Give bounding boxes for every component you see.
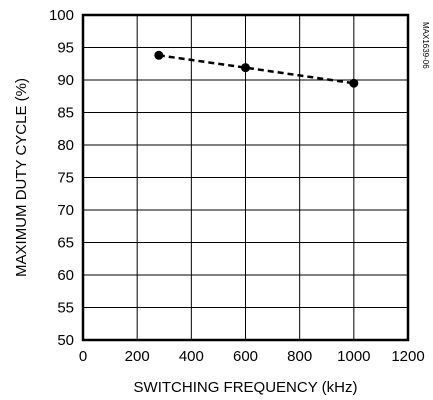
y-tick-label: 80 [57, 137, 74, 154]
x-tick-label: 0 [79, 348, 87, 365]
data-point [154, 50, 164, 60]
figure-code: MAX1639-06 [421, 22, 430, 69]
series-line [158, 54, 355, 85]
y-tick-label: 95 [57, 40, 74, 57]
y-tick-label: 70 [57, 202, 74, 219]
x-axis-title: SWITCHING FREQUENCY (kHz) [134, 379, 358, 396]
y-tick-label: 60 [57, 267, 74, 284]
x-tick-labels: 0 200 400 600 800 1000 1200 [79, 348, 425, 365]
y-tick-label: 75 [57, 170, 74, 187]
data-point [241, 63, 250, 73]
data-point [349, 78, 359, 88]
y-tick-label: 50 [57, 332, 74, 349]
y-tick-label: 90 [57, 72, 74, 89]
y-tick-label: 55 [57, 300, 74, 317]
y-tick-label: 100 [49, 7, 74, 24]
x-tick-label: 200 [125, 348, 150, 365]
x-tick-label: 400 [179, 348, 204, 365]
x-tick-label: 800 [287, 348, 312, 365]
y-tick-labels: 50 55 60 65 70 75 80 85 90 95 100 [49, 7, 74, 349]
plot-frame [81, 13, 410, 342]
series-layer [154, 50, 359, 88]
x-tick-label: 1000 [337, 348, 370, 365]
x-tick-label: 600 [233, 348, 258, 365]
x-tick-label: 1200 [391, 348, 424, 365]
y-tick-label: 85 [57, 105, 74, 122]
y-axis-title: MAXIMUM DUTY CYCLE (%) [13, 78, 30, 277]
y-tick-label: 65 [57, 235, 74, 252]
